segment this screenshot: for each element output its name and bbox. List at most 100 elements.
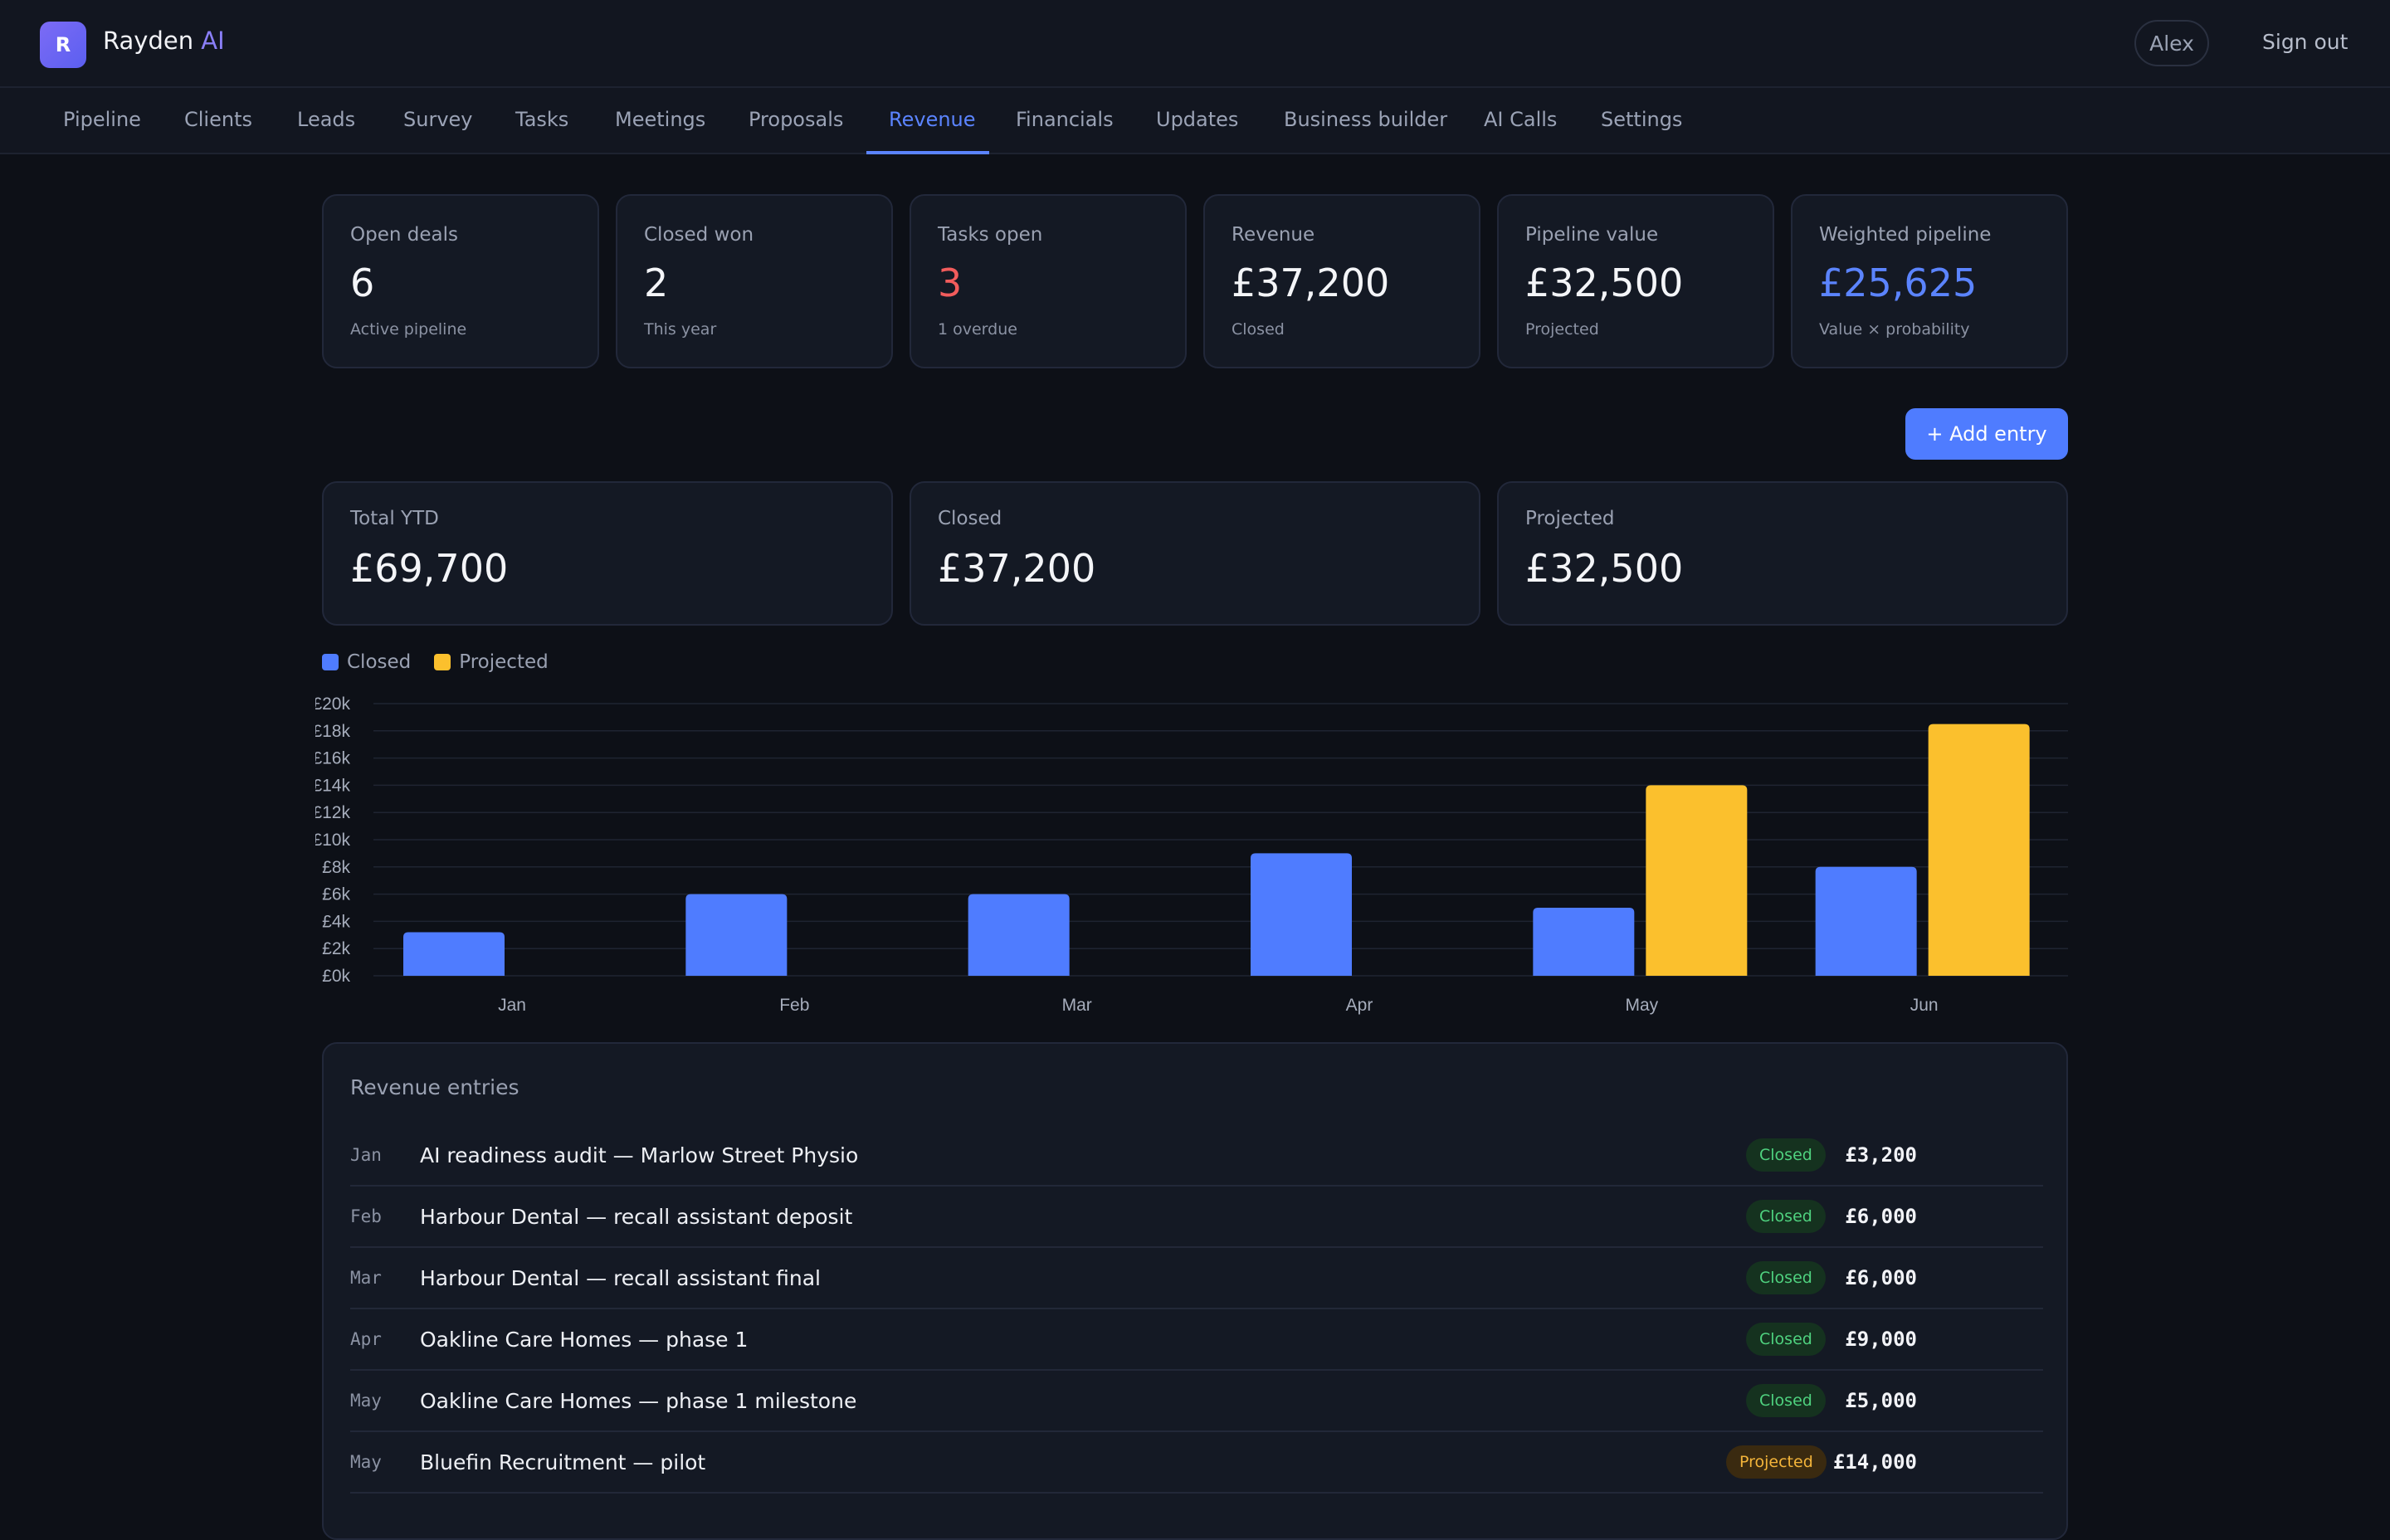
total-value: £69,700 xyxy=(350,546,509,591)
entry-month: May xyxy=(350,1452,382,1472)
tab-clients[interactable]: Clients xyxy=(184,108,252,131)
entry-amount: £6,000 xyxy=(1845,1266,1917,1289)
total-card-ytd: Total YTD £69,700 xyxy=(322,481,893,626)
stat-value: £37,200 xyxy=(1232,261,1390,305)
total-value: £32,500 xyxy=(1525,546,1684,591)
entry-amount: £9,000 xyxy=(1845,1328,1917,1351)
table-row[interactable]: Jan AI readiness audit — Marlow Street P… xyxy=(350,1125,2043,1187)
bar-closed-feb[interactable] xyxy=(685,894,788,976)
x-tick-label: Apr xyxy=(1346,996,1373,1015)
chart-legend: Closed Projected xyxy=(322,651,572,674)
entry-month: Apr xyxy=(350,1329,382,1349)
bar-closed-jun[interactable] xyxy=(1815,866,1917,976)
bar-projected-jun[interactable] xyxy=(1928,724,2030,976)
entry-description: Harbour Dental — recall assistant final xyxy=(420,1266,821,1290)
y-tick-label: £4k xyxy=(322,912,350,931)
y-tick-label: £8k xyxy=(322,858,350,877)
tab-survey[interactable]: Survey xyxy=(403,108,473,131)
y-tick-label: £6k xyxy=(322,885,350,904)
tab-business-builder[interactable]: Business builder xyxy=(1284,108,1448,131)
legend-item-closed[interactable]: Closed xyxy=(322,651,411,673)
stat-value: 3 xyxy=(938,261,963,305)
status-badge: Closed xyxy=(1746,1261,1826,1294)
entry-month: May xyxy=(350,1391,382,1411)
tab-pipeline[interactable]: Pipeline xyxy=(63,108,141,131)
entry-description: Oakline Care Homes — phase 1 xyxy=(420,1328,749,1352)
table-row[interactable]: Mar Harbour Dental — recall assistant fi… xyxy=(350,1248,2043,1309)
stat-value: £25,625 xyxy=(1819,261,1978,305)
stat-value: 2 xyxy=(644,261,669,305)
stat-subtext: Projected xyxy=(1525,320,1599,339)
total-label: Total YTD xyxy=(350,508,439,529)
tab-financials[interactable]: Financials xyxy=(1016,108,1114,131)
active-tab-indicator xyxy=(866,151,989,154)
bar-closed-jan[interactable] xyxy=(403,932,505,976)
sign-out-link[interactable]: Sign out xyxy=(2262,30,2349,54)
legend-label: Closed xyxy=(347,651,412,673)
stat-card-open-deals: Open deals 6 Active pipeline xyxy=(322,194,599,368)
bar-closed-may[interactable] xyxy=(1533,908,1635,976)
stat-card-revenue: Revenue £37,200 Closed xyxy=(1203,194,1480,368)
brand-text: Rayden xyxy=(103,27,194,55)
total-card-closed: Closed £37,200 xyxy=(910,481,1480,626)
tab-settings[interactable]: Settings xyxy=(1601,108,1683,131)
x-tick-label: Jan xyxy=(498,996,526,1015)
status-badge: Projected xyxy=(1726,1445,1827,1479)
legend-swatch-closed xyxy=(322,654,339,670)
table-row[interactable]: Feb Harbour Dental — recall assistant de… xyxy=(350,1187,2043,1248)
stat-label: Weighted pipeline xyxy=(1819,224,1992,246)
stat-value: 6 xyxy=(350,261,375,305)
entries-title: Revenue entries xyxy=(350,1075,519,1099)
tab-meetings[interactable]: Meetings xyxy=(615,108,706,131)
table-row[interactable]: May Bluefin Recruitment — pilot Projecte… xyxy=(350,1432,2043,1494)
table-row[interactable]: May Oakline Care Homes — phase 1 milesto… xyxy=(350,1371,2043,1432)
tab-proposals[interactable]: Proposals xyxy=(749,108,844,131)
legend-label: Projected xyxy=(459,651,549,673)
stat-label: Revenue xyxy=(1232,224,1315,246)
tab-leads[interactable]: Leads xyxy=(297,108,356,131)
stat-card-tasks-open: Tasks open 3 1 overdue xyxy=(910,194,1187,368)
entry-amount: £14,000 xyxy=(1832,1450,1917,1474)
y-tick-label: £20k xyxy=(315,694,350,714)
tab-tasks[interactable]: Tasks xyxy=(515,108,569,131)
status-badge: Closed xyxy=(1746,1384,1826,1417)
user-pill[interactable]: Alex xyxy=(2134,20,2209,66)
brand-accent: AI xyxy=(201,27,225,55)
stat-label: Tasks open xyxy=(938,224,1043,246)
x-tick-label: May xyxy=(1625,996,1658,1015)
y-tick-label: £16k xyxy=(315,749,350,768)
table-row[interactable]: Apr Oakline Care Homes — phase 1 Closed … xyxy=(350,1309,2043,1371)
main-nav: Pipeline Clients Leads Survey Tasks Meet… xyxy=(0,88,2390,154)
revenue-bar-chart: £0k £2k £4k £6k £8k £10k £12k £14k £16k £18k £20k J… xyxy=(315,694,2068,1015)
legend-swatch-projected xyxy=(434,654,451,670)
add-entry-button[interactable]: + Add entry xyxy=(1905,408,2068,460)
y-tick-label: £2k xyxy=(322,939,350,958)
entry-month: Feb xyxy=(350,1206,382,1226)
bar-closed-mar[interactable] xyxy=(968,894,1070,976)
revenue-entries-card: Revenue entries Jan AI readiness audit —… xyxy=(322,1042,2068,1540)
stat-value: £32,500 xyxy=(1525,261,1684,305)
bar-closed-apr[interactable] xyxy=(1251,853,1352,976)
entry-amount: £5,000 xyxy=(1845,1389,1917,1412)
y-tick-label: £12k xyxy=(315,803,350,822)
entry-amount: £3,200 xyxy=(1845,1143,1917,1167)
stat-label: Closed won xyxy=(644,224,754,246)
stat-subtext: This year xyxy=(644,320,717,339)
total-value: £37,200 xyxy=(938,546,1096,591)
entry-month: Mar xyxy=(350,1268,382,1288)
stat-subtext: Value × probability xyxy=(1819,320,1970,339)
total-label: Closed xyxy=(938,508,1002,529)
app-logo[interactable]: R xyxy=(40,22,86,68)
total-card-projected: Projected £32,500 xyxy=(1497,481,2068,626)
tab-revenue[interactable]: Revenue xyxy=(889,108,976,131)
total-label: Projected xyxy=(1525,508,1615,529)
legend-item-projected[interactable]: Projected xyxy=(434,651,549,673)
bar-projected-may[interactable] xyxy=(1646,785,1748,976)
y-tick-label: £18k xyxy=(315,722,350,741)
tab-ai-calls[interactable]: AI Calls xyxy=(1484,108,1558,131)
tab-updates[interactable]: Updates xyxy=(1156,108,1239,131)
entry-amount: £6,000 xyxy=(1845,1205,1917,1228)
stat-card-closed-won: Closed won 2 This year xyxy=(616,194,893,368)
entry-description: Bluefin Recruitment — pilot xyxy=(420,1450,706,1474)
status-badge: Closed xyxy=(1746,1138,1826,1172)
